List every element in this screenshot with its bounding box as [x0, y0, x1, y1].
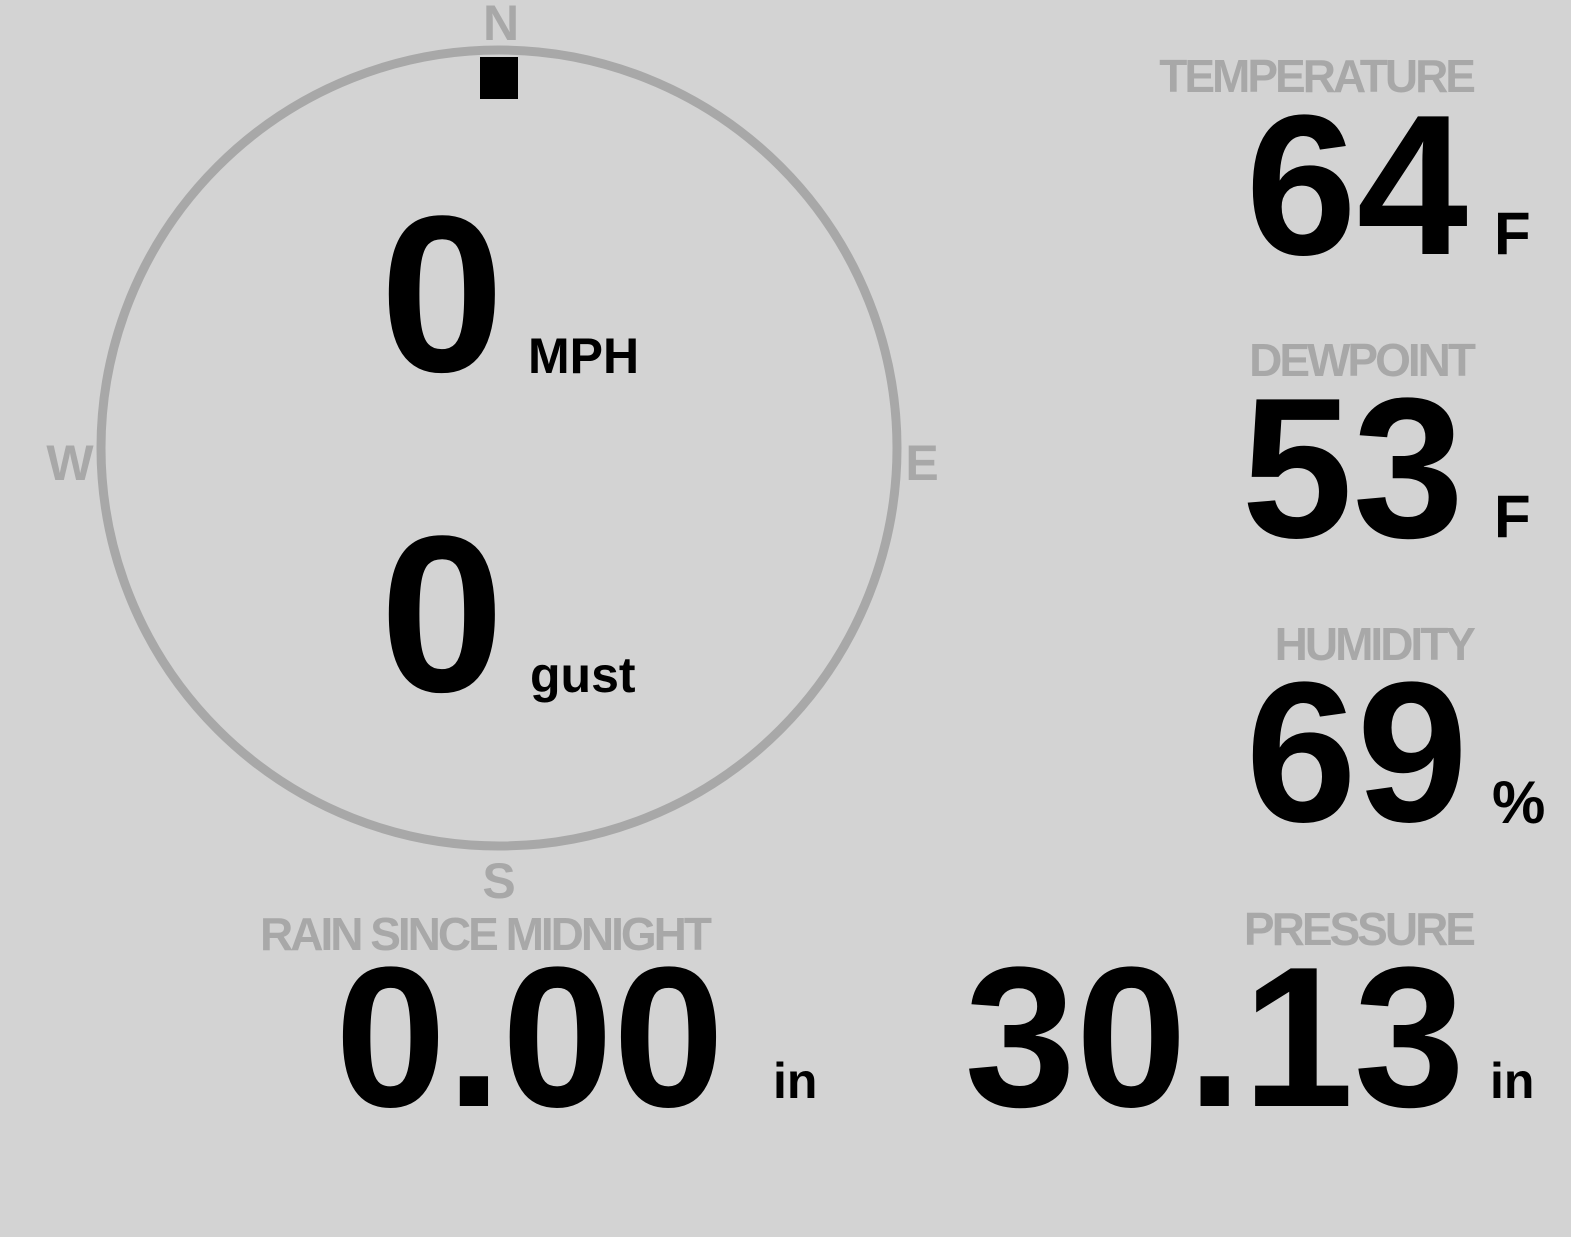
- wind-speed-value: 0: [380, 170, 505, 419]
- dewpoint-label: DEWPOINT: [1249, 334, 1476, 386]
- dewpoint-value: 53: [1241, 357, 1464, 580]
- compass-west-label: W: [46, 435, 94, 491]
- humidity-label: HUMIDITY: [1274, 618, 1476, 670]
- pressure-label: PRESSURE: [1243, 903, 1476, 955]
- temperature-label: TEMPERATURE: [1159, 50, 1476, 102]
- rain-value: 0.00: [335, 926, 725, 1149]
- wind-gust-label: gust: [530, 647, 636, 703]
- wind-speed-unit: MPH: [528, 328, 640, 384]
- humidity-unit: %: [1492, 769, 1546, 836]
- compass-ring: [96, 45, 902, 851]
- temperature-value: 64: [1245, 74, 1468, 297]
- pressure-unit: in: [1490, 1053, 1535, 1109]
- temperature-unit: F: [1494, 200, 1531, 267]
- wind-direction-marker: [480, 57, 518, 99]
- rain-label: RAIN SINCE MIDNIGHT: [260, 908, 712, 960]
- compass-south-label: S: [482, 853, 516, 909]
- wind-gust-value: 0: [380, 490, 505, 739]
- compass-east-label: E: [905, 435, 939, 491]
- pressure-value: 30.13: [964, 926, 1466, 1149]
- compass-north-label: N: [482, 0, 520, 51]
- humidity-value: 69: [1245, 641, 1468, 864]
- dewpoint-unit: F: [1494, 483, 1531, 550]
- rain-unit: in: [773, 1053, 818, 1109]
